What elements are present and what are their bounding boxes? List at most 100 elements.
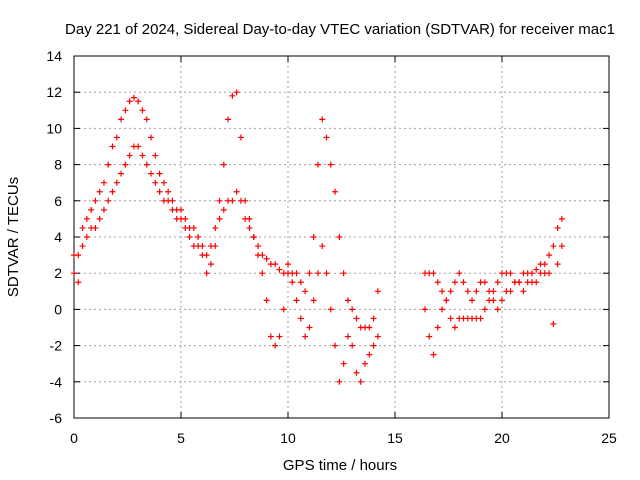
data-point <box>336 234 343 240</box>
data-point <box>148 134 155 141</box>
y-tick-label: 8 <box>54 157 62 173</box>
data-point <box>477 315 484 322</box>
data-point <box>366 324 373 331</box>
data-point <box>306 270 313 277</box>
data-point <box>165 197 172 204</box>
data-point <box>490 297 497 304</box>
chart-title: Day 221 of 2024, Sidereal Day-to-day VTE… <box>65 21 615 38</box>
data-point <box>280 306 287 313</box>
data-point <box>323 270 330 277</box>
data-point <box>430 351 437 358</box>
data-point <box>126 98 133 105</box>
data-points <box>71 89 565 385</box>
data-point <box>327 161 334 168</box>
data-point <box>426 333 433 340</box>
data-point <box>297 279 304 286</box>
data-point <box>263 255 270 262</box>
data-point <box>439 288 446 295</box>
data-point <box>302 288 309 295</box>
data-point <box>220 206 227 213</box>
data-point <box>507 288 514 295</box>
data-point <box>374 288 381 295</box>
data-point <box>370 315 377 322</box>
data-point <box>100 206 107 213</box>
data-point <box>451 324 458 331</box>
y-tick-label: 12 <box>46 84 62 100</box>
data-point <box>229 197 236 204</box>
data-point <box>105 161 112 168</box>
data-point <box>447 288 454 295</box>
data-series-1 <box>71 89 381 331</box>
data-point <box>456 270 463 277</box>
data-point <box>143 116 150 123</box>
data-point <box>494 306 501 313</box>
data-point <box>319 243 326 250</box>
data-point <box>259 270 266 277</box>
data-series-2 <box>71 143 381 385</box>
data-point <box>152 179 159 186</box>
data-point <box>160 179 167 186</box>
data-point <box>237 197 244 204</box>
data-point <box>464 288 471 295</box>
x-tick-label: 5 <box>177 430 185 446</box>
data-point <box>242 215 249 222</box>
data-point <box>332 188 339 195</box>
data-point <box>96 188 103 195</box>
data-point <box>434 279 441 286</box>
x-tick-label: 20 <box>494 430 510 446</box>
x-tick-label: 25 <box>601 430 617 446</box>
data-point <box>233 89 240 96</box>
data-point <box>92 224 99 231</box>
data-point <box>139 107 146 114</box>
data-point <box>366 351 373 358</box>
data-point <box>246 224 253 231</box>
data-point <box>195 243 202 250</box>
data-point <box>182 224 189 231</box>
data-point <box>178 206 184 213</box>
y-tick-label: -6 <box>50 410 63 426</box>
data-point <box>220 161 227 168</box>
data-point <box>71 270 77 277</box>
data-point <box>285 261 291 268</box>
data-point <box>203 270 210 277</box>
data-point <box>469 297 476 304</box>
data-point <box>349 306 356 313</box>
y-tick-label: 4 <box>54 229 62 245</box>
data-point <box>447 315 454 322</box>
data-point <box>229 92 236 99</box>
data-point <box>212 243 219 250</box>
data-point <box>190 224 197 231</box>
y-tick-label: 6 <box>54 193 62 209</box>
data-point <box>156 170 163 177</box>
x-axis-label: GPS time / hours <box>283 457 397 474</box>
data-point <box>499 297 505 304</box>
data-point <box>139 152 146 159</box>
data-point <box>122 161 129 168</box>
data-point <box>541 261 548 268</box>
data-point <box>199 252 206 259</box>
data-point <box>319 116 326 123</box>
data-point <box>421 306 428 313</box>
data-point <box>126 152 133 159</box>
data-point <box>83 234 90 240</box>
data-point <box>349 342 356 349</box>
grid <box>74 56 609 418</box>
data-point <box>550 243 557 250</box>
data-point <box>178 215 184 222</box>
x-tick-label: 0 <box>70 430 78 446</box>
data-point <box>88 206 95 213</box>
data-point <box>237 134 244 141</box>
data-point <box>118 170 125 177</box>
data-point <box>546 252 553 259</box>
data-point <box>353 315 360 322</box>
data-point <box>255 243 262 250</box>
data-point <box>481 279 488 286</box>
data-point <box>374 333 381 340</box>
data-point <box>113 179 120 186</box>
data-point <box>105 197 112 204</box>
data-point <box>558 215 565 222</box>
data-point <box>554 224 561 231</box>
data-point <box>195 234 202 240</box>
data-point <box>130 94 137 101</box>
